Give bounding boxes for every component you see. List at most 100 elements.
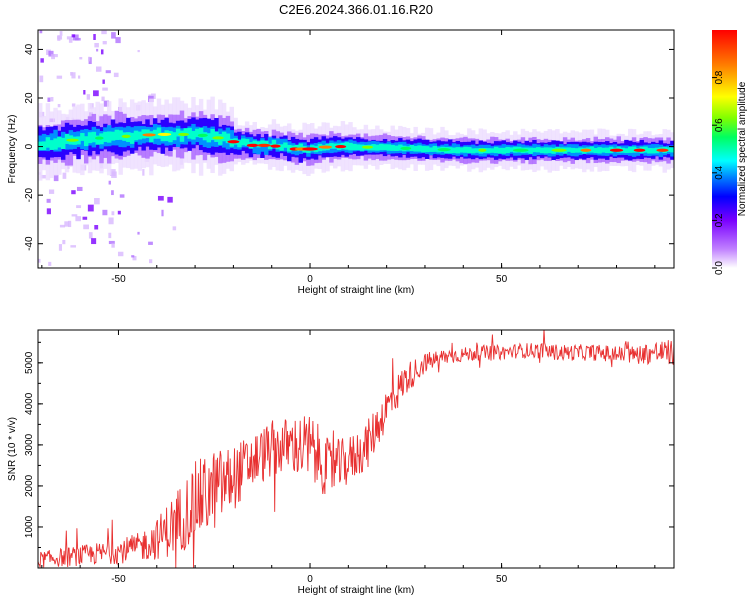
heatmap-band-cell bbox=[57, 136, 62, 148]
noise-blob bbox=[111, 171, 117, 178]
colorbar-ticks: 0.0 0.2 0.4 0.6 0.8 bbox=[712, 70, 725, 275]
heatmap-hotspot bbox=[212, 136, 224, 140]
x-tick-label: -50 bbox=[111, 574, 126, 585]
heatmap-band-cell bbox=[578, 147, 583, 153]
heatmap-band-cell bbox=[172, 132, 177, 141]
heatmap-band-cell bbox=[271, 139, 277, 147]
x-tick-label: -50 bbox=[111, 274, 126, 285]
snr-plot-area bbox=[38, 330, 674, 568]
heatmap-band-cell bbox=[129, 132, 135, 144]
noise-blob bbox=[58, 244, 63, 251]
heatmap-band-cell bbox=[298, 143, 303, 151]
heatmap-band-cell bbox=[382, 144, 388, 151]
x-tick-label: 50 bbox=[496, 574, 508, 585]
heatmap-band-cell bbox=[256, 140, 261, 155]
heatmap-hotspot bbox=[361, 145, 374, 149]
heatmap-band-cell bbox=[156, 127, 162, 139]
heatmap-band-cell bbox=[264, 140, 269, 147]
colorbar: 0.0 0.2 0.4 0.6 0.8 Normalized spectral ampl… bbox=[712, 30, 748, 275]
noise-blob bbox=[48, 261, 52, 266]
spectrogram-frame bbox=[37, 29, 675, 269]
heatmap-band-cell bbox=[344, 142, 349, 150]
heatmap-band-cell bbox=[218, 134, 223, 145]
noise-blob bbox=[167, 196, 173, 203]
snr-frame bbox=[37, 329, 675, 569]
heatmap-band-cell bbox=[195, 128, 200, 138]
heatmap-band-cell bbox=[631, 146, 637, 153]
noise-blob bbox=[111, 190, 114, 196]
heatmap-band-cell bbox=[225, 133, 231, 144]
heatmap-band-cell bbox=[428, 147, 434, 152]
noise-blob bbox=[108, 180, 111, 185]
heatmap-band-cell bbox=[463, 146, 468, 153]
y-tick-label: 40 bbox=[24, 43, 35, 55]
noise-blob bbox=[68, 220, 72, 228]
heatmap-band-cell bbox=[447, 147, 453, 154]
noise-blob bbox=[86, 94, 91, 100]
noise-blob bbox=[93, 34, 96, 40]
heatmap-band-cell bbox=[536, 147, 541, 153]
heatmap-band-cell bbox=[539, 147, 545, 154]
heatmap-band-cell bbox=[543, 147, 549, 154]
noise-blob bbox=[46, 208, 51, 215]
colorbar-tick-label: 0.8 bbox=[714, 70, 725, 84]
colorbar-tick-label: 0.0 bbox=[714, 261, 725, 275]
noise-blob bbox=[57, 104, 61, 108]
noise-blob bbox=[56, 75, 63, 79]
heatmap-hotspot bbox=[478, 148, 487, 152]
y-tick-label: 3000 bbox=[24, 433, 35, 456]
noise-blob bbox=[46, 198, 51, 203]
heatmap-hotspot bbox=[400, 146, 412, 150]
heatmap-band-cell bbox=[597, 147, 602, 154]
heatmap-band-cell bbox=[455, 147, 461, 154]
heatmap-band-cell bbox=[95, 135, 100, 145]
heatmap-band-cell bbox=[424, 146, 430, 153]
heatmap-band-cell bbox=[378, 143, 384, 151]
noise-blob bbox=[59, 224, 66, 228]
heatmap-hotspot bbox=[580, 148, 592, 152]
noise-blob bbox=[72, 34, 79, 41]
heatmap-hotspot bbox=[95, 136, 104, 140]
heatmap-hotspot bbox=[318, 145, 333, 149]
noise-blob bbox=[48, 50, 54, 57]
heatmap-band-cell bbox=[333, 143, 338, 149]
noise-blob bbox=[94, 225, 99, 230]
noise-blob bbox=[71, 190, 76, 195]
noise-blob bbox=[71, 214, 78, 217]
heatmap-band-cell bbox=[474, 148, 480, 153]
heatmap-band-cell bbox=[593, 148, 598, 154]
y-tick-label: 4000 bbox=[24, 392, 35, 415]
noise-blob bbox=[101, 96, 105, 102]
noise-blob bbox=[79, 57, 83, 60]
noise-blob bbox=[137, 50, 140, 53]
spectrogram-panel: -50 0 50 40 20 0 -20 -40 Height of straight lin… bbox=[7, 29, 675, 296]
snr-y-axis-label: SNR (10 * v/v) bbox=[7, 417, 18, 481]
y-tick-label: -20 bbox=[24, 187, 35, 202]
heatmap-hotspot bbox=[335, 144, 347, 149]
heatmap-hotspot bbox=[656, 148, 669, 152]
heatmap-band-cell bbox=[501, 147, 507, 154]
heatmap-band-cell bbox=[651, 148, 656, 154]
noise-blob bbox=[39, 30, 43, 34]
heatmap-hotspot bbox=[121, 134, 131, 138]
noise-blob bbox=[87, 204, 94, 212]
spectrogram-heatmap bbox=[38, 30, 674, 266]
noise-blob bbox=[88, 56, 91, 62]
heatmap-band-cell bbox=[210, 128, 215, 141]
heatmap-band-cell bbox=[103, 131, 108, 142]
heatmap-band-cell bbox=[570, 147, 575, 153]
noise-blob bbox=[137, 231, 140, 235]
heatmap-band-cell bbox=[398, 144, 403, 151]
heatmap-band-cell bbox=[168, 131, 173, 143]
heatmap-band-cell bbox=[532, 147, 537, 153]
noise-blob bbox=[111, 243, 115, 248]
heatmap-band-cell bbox=[509, 147, 514, 152]
noise-blob bbox=[71, 34, 76, 38]
heatmap-band-cell bbox=[574, 148, 579, 153]
noise-blob bbox=[66, 36, 72, 40]
heatmap-band-cell bbox=[528, 147, 533, 154]
noise-blob bbox=[71, 72, 76, 79]
snr-series-line bbox=[38, 330, 674, 568]
noise-blob bbox=[111, 32, 116, 39]
